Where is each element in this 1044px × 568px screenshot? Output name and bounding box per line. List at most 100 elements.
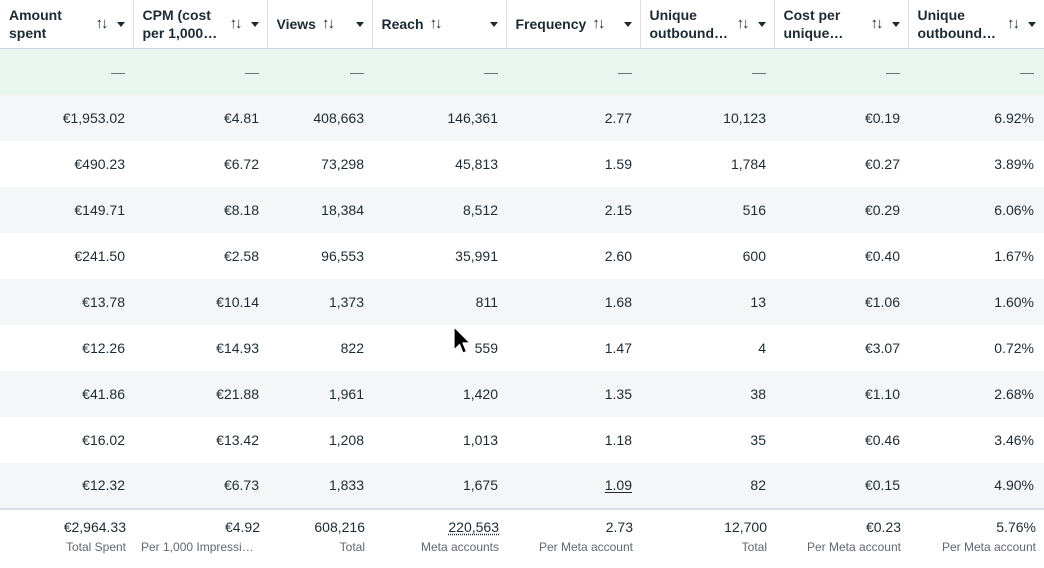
table-row[interactable]: €241.50 €2.58 96,553 35,991 2.60 600 €0.40 1.67… <box>0 233 1044 279</box>
table-cell: 1,675 <box>372 462 506 509</box>
cell-value: €13.42 <box>216 431 259 448</box>
table-cell: 1.68 <box>506 278 640 325</box>
table-cell: 1,013 <box>372 417 506 463</box>
table-cell: 45,813 <box>372 141 506 187</box>
column-header-label: CPM (cost per 1,000… <box>142 7 218 41</box>
cell-value: 35 <box>750 431 766 448</box>
table-cell: 3.89% <box>908 141 1044 187</box>
cell-value: 45,813 <box>455 155 498 172</box>
cell-value: 811 <box>475 293 498 310</box>
cell-value: €1.06 <box>864 293 900 310</box>
caret-down-icon[interactable] <box>623 21 632 27</box>
sort-arrows-icon[interactable]: ↑↓ <box>1007 15 1020 32</box>
cell-value: 516 <box>742 201 766 218</box>
cell-value: 8,512 <box>462 201 498 218</box>
totals-row: €2,964.33 Total Spent €4.92 Per 1,000 Impre… <box>0 507 1044 568</box>
cell-value: 146,361 <box>447 109 498 126</box>
table-cell: €8.18 <box>133 186 267 233</box>
sort-arrows-icon[interactable]: ↑↓ <box>870 15 884 32</box>
caret-down-icon[interactable] <box>355 21 364 27</box>
column-header-label: Reach <box>381 16 424 32</box>
sort-arrows-icon[interactable]: ↑↓ <box>229 15 243 32</box>
table-row[interactable]: €12.32 €6.73 1,833 1,675 1.09 82 €0.15 4.90% <box>0 462 1044 509</box>
placeholder-cell: — <box>267 48 372 95</box>
sort-arrows-icon[interactable]: ↑↓ <box>736 15 750 32</box>
column-header-label: Frequency <box>515 16 587 32</box>
placeholder-cell: — <box>0 48 133 95</box>
table-cell: 1.18 <box>506 417 640 463</box>
table-cell: 35,991 <box>372 233 506 279</box>
column-header-5[interactable]: Unique outbound… ↑↓ <box>640 0 775 49</box>
table-cell: €3.07 <box>774 325 908 371</box>
total-cell: 2.73 Per Meta account <box>506 507 640 568</box>
column-header-label: Cost per unique… <box>783 7 844 41</box>
table-row[interactable]: €149.71 €8.18 18,384 8,512 2.15 516 €0.29 6.06% <box>0 186 1044 233</box>
table-cell: €10.14 <box>133 278 267 325</box>
caret-down-icon[interactable] <box>757 21 766 27</box>
column-header-0[interactable]: Amount spent ↑↓ <box>0 0 134 49</box>
cell-value: 2.77 <box>604 109 632 126</box>
cell-value: €6.73 <box>223 477 259 493</box>
header-row: Amount spent ↑↓ CPM (cost per 1,000… ↑↓ View… <box>0 0 1044 49</box>
caret-down-icon[interactable] <box>250 21 259 27</box>
table-cell: 2.77 <box>506 94 640 141</box>
table-row[interactable]: €12.26 €14.93 822 559 1.47 4 €3.07 0.72% <box>0 325 1044 371</box>
column-header-label: Amount spent <box>9 7 62 41</box>
column-header-3[interactable]: Reach ↑↓ <box>372 0 507 49</box>
cell-value: €0.40 <box>864 247 900 264</box>
table-row[interactable]: €1,953.02 €4.81 408,663 146,361 2.77 10,123 €0… <box>0 94 1044 141</box>
table-cell: €16.02 <box>0 417 133 463</box>
cell-value: 600 <box>742 247 766 264</box>
table-cell: €21.88 <box>133 370 267 417</box>
table-cell: €0.46 <box>774 417 908 463</box>
caret-down-icon[interactable] <box>1028 21 1036 27</box>
caret-down-icon[interactable] <box>489 21 498 27</box>
table-cell: 559 <box>372 325 506 371</box>
cell-value: €13.78 <box>82 293 125 310</box>
cell-value: 1.68 <box>604 293 632 310</box>
table-row[interactable]: €16.02 €13.42 1,208 1,013 1.18 35 €0.46 3.46% <box>0 417 1044 463</box>
cell-value: 1.67% <box>994 247 1034 264</box>
total-value: 5.76% <box>996 518 1036 535</box>
column-header-4[interactable]: Frequency ↑↓ <box>506 0 641 49</box>
total-cell: €0.23 Per Meta account <box>774 507 908 568</box>
total-value: 12,700 <box>724 518 767 535</box>
column-header-6[interactable]: Cost per unique… ↑↓ <box>774 0 909 49</box>
table-row[interactable]: €41.86 €21.88 1,961 1,420 1.35 38 €1.10 2.68% <box>0 370 1044 417</box>
table-row[interactable]: €490.23 €6.72 73,298 45,813 1.59 1,784 €0.27 3.… <box>0 141 1044 187</box>
caret-down-icon[interactable] <box>116 21 125 27</box>
table-row[interactable]: €13.78 €10.14 1,373 811 1.68 13 €1.06 1.60% <box>0 278 1044 325</box>
total-cell: 220,563 Meta accounts <box>372 507 506 568</box>
column-header-label: Unique outbound… <box>649 7 729 41</box>
cell-value: €490.23 <box>74 155 125 172</box>
table-cell: 10,123 <box>640 94 774 141</box>
cell-value: 4 <box>758 339 766 356</box>
sort-arrows-icon[interactable]: ↑↓ <box>321 15 335 32</box>
cell-value: 96,553 <box>321 247 364 264</box>
table-cell: 3.46% <box>908 417 1044 463</box>
table-cell: 18,384 <box>267 186 372 233</box>
cell-value: €0.15 <box>864 477 900 493</box>
cell-value[interactable]: 1.09 <box>604 477 632 493</box>
table-cell: €1.10 <box>774 370 908 417</box>
cell-value: 559 <box>474 339 498 356</box>
cell-value: 35,991 <box>455 247 498 264</box>
sort-arrows-icon[interactable]: ↑↓ <box>592 15 605 32</box>
cell-value: 18,384 <box>321 201 364 218</box>
table-cell: 73,298 <box>267 141 372 187</box>
total-value[interactable]: 220,563 <box>448 518 499 535</box>
table-cell: 1.09 <box>506 462 640 509</box>
column-header-7[interactable]: Unique outbound… ↑↓ <box>908 0 1044 49</box>
cell-value: €14.93 <box>216 339 259 356</box>
column-header-2[interactable]: Views ↑↓ <box>267 0 373 49</box>
sort-arrows-icon[interactable]: ↑↓ <box>95 15 109 32</box>
total-value: €0.23 <box>865 518 901 535</box>
cell-value: 408,663 <box>313 109 364 126</box>
table-cell: €0.40 <box>774 233 908 279</box>
sort-arrows-icon[interactable]: ↑↓ <box>429 15 443 32</box>
caret-down-icon[interactable] <box>891 21 900 27</box>
table-cell: 4.90% <box>908 462 1044 509</box>
cell-value: 38 <box>750 385 766 402</box>
column-header-1[interactable]: CPM (cost per 1,000… ↑↓ <box>133 0 268 49</box>
cell-value: €1.10 <box>864 385 900 402</box>
